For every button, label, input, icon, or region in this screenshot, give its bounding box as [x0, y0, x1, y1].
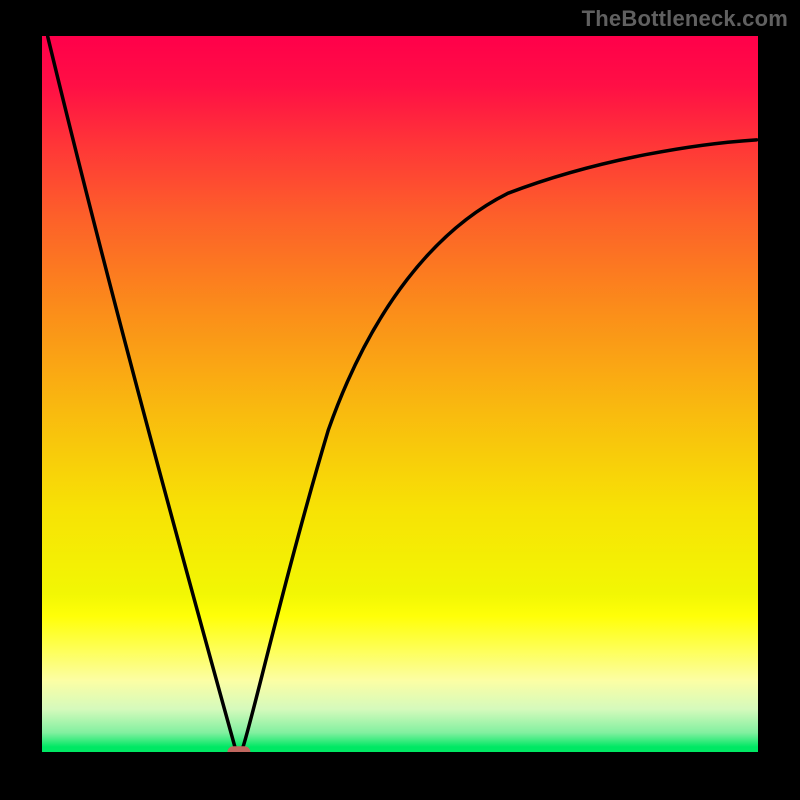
chart-frame: TheBottleneck.com	[0, 0, 800, 800]
watermark-text: TheBottleneck.com	[582, 6, 788, 32]
gradient-background	[42, 36, 758, 752]
bottleneck-curve-chart	[42, 36, 758, 752]
minimum-marker	[227, 746, 250, 752]
